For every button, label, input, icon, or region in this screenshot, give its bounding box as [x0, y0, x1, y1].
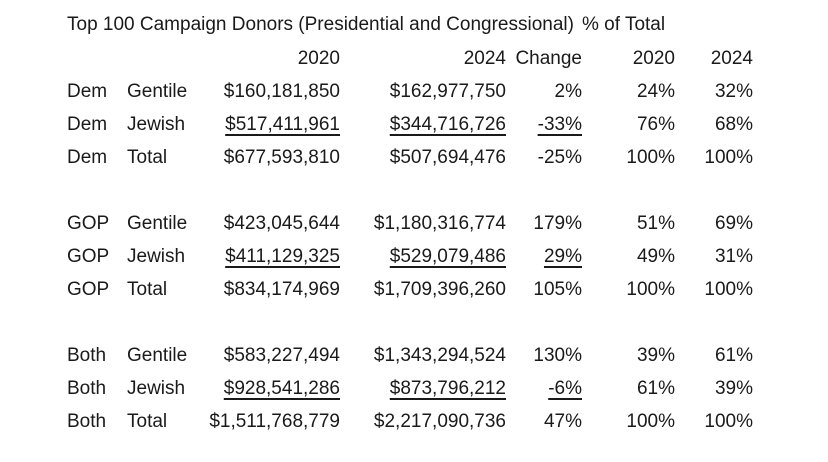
cell-amount-2024: $529,079,486: [389, 245, 506, 267]
cell-change: 29%: [543, 245, 582, 267]
cell-pct-2020: 51%: [636, 212, 675, 234]
header-change: Change: [515, 47, 582, 69]
cell-party: Both: [67, 344, 107, 366]
cell-change: -33%: [537, 113, 582, 135]
cell-change: 2%: [554, 80, 582, 102]
cell-amount-2020: $583,227,494: [223, 344, 340, 366]
cell-party: GOP: [67, 245, 110, 267]
cell-pct-2024: 69%: [714, 212, 753, 234]
cell-amount-2024: $162,977,750: [389, 80, 506, 102]
table-row: Dem Gentile $160,181,850 $162,977,750 2%…: [67, 75, 753, 108]
cell-group: Gentile: [127, 344, 188, 366]
cell-amount-2020: $834,174,969: [223, 278, 340, 300]
cell-pct-2024: 32%: [714, 80, 753, 102]
cell-party: Dem: [67, 80, 108, 102]
cell-change: -25%: [537, 146, 582, 168]
spacer-cell: [67, 306, 753, 339]
cell-pct-2020: 61%: [636, 377, 675, 399]
cell-pct-2024: 68%: [714, 113, 753, 135]
cell-party: Both: [67, 410, 107, 432]
cell-group: Total: [127, 146, 168, 168]
cell-group: Jewish: [127, 245, 186, 267]
header-group-blank: [127, 42, 193, 75]
cell-pct-2020: 76%: [636, 113, 675, 135]
table-title: Top 100 Campaign Donors (Presidential an…: [67, 14, 574, 35]
cell-pct-2024: 100%: [704, 146, 753, 168]
cell-group: Jewish: [127, 113, 186, 135]
cell-amount-2020: $928,541,286: [223, 377, 340, 399]
cell-pct-2020: 100%: [626, 410, 675, 432]
table-row: GOP Total $834,174,969 $1,709,396,260 10…: [67, 273, 753, 306]
pct-of-total-header: % of Total: [582, 14, 666, 35]
cell-amount-2024: $2,217,090,736: [373, 410, 506, 432]
cell-amount-2020: $517,411,961: [225, 113, 340, 135]
cell-amount-2024: $1,343,294,524: [373, 344, 506, 366]
table-row: GOP Gentile $423,045,644 $1,180,316,774 …: [67, 207, 753, 240]
header-pct-2024: 2024: [710, 47, 753, 69]
cell-pct-2024: 31%: [714, 245, 753, 267]
table-row: Both Jewish $928,541,286 $873,796,212 -6…: [67, 372, 753, 405]
cell-amount-2020: $1,511,768,779: [209, 410, 340, 432]
table-row: GOP Jewish $411,129,325 $529,079,486 29%…: [67, 240, 753, 273]
spacer-row: [67, 306, 753, 339]
cell-party: GOP: [67, 278, 110, 300]
header-amount-2020: 2020: [297, 47, 340, 69]
cell-amount-2024: $507,694,476: [389, 146, 506, 168]
cell-group: Total: [127, 278, 168, 300]
cell-group: Jewish: [127, 377, 186, 399]
cell-change: 130%: [533, 344, 582, 366]
title-row: Top 100 Campaign Donors (Presidential an…: [67, 8, 753, 42]
cell-pct-2020: 49%: [636, 245, 675, 267]
cell-amount-2020: $677,593,810: [223, 146, 340, 168]
header-pct-2020: 2020: [632, 47, 675, 69]
cell-party: Dem: [67, 146, 108, 168]
spacer-row: [67, 174, 753, 207]
cell-change: 105%: [533, 278, 582, 300]
cell-amount-2020: $423,045,644: [223, 212, 340, 234]
cell-party: Dem: [67, 113, 108, 135]
table-row: Dem Total $677,593,810 $507,694,476 -25%…: [67, 141, 753, 174]
cell-change: 47%: [543, 410, 582, 432]
cell-pct-2024: 100%: [704, 278, 753, 300]
cell-amount-2020: $411,129,325: [225, 245, 340, 267]
cell-pct-2024: 39%: [714, 377, 753, 399]
cell-change: -6%: [548, 377, 582, 399]
cell-group: Gentile: [127, 212, 188, 234]
cell-pct-2024: 100%: [704, 410, 753, 432]
table-row: Both Total $1,511,768,779 $2,217,090,736…: [67, 405, 753, 438]
header-amount-2024: 2024: [463, 47, 506, 69]
cell-amount-2024: $344,716,726: [389, 113, 506, 135]
cell-amount-2020: $160,181,850: [223, 80, 340, 102]
cell-party: Both: [67, 377, 107, 399]
spacer-cell: [67, 174, 753, 207]
table-row: Dem Jewish $517,411,961 $344,716,726 -33…: [67, 108, 753, 141]
cell-group: Gentile: [127, 80, 188, 102]
cell-amount-2024: $873,796,212: [389, 377, 506, 399]
cell-party: GOP: [67, 212, 110, 234]
cell-group: Total: [127, 410, 168, 432]
cell-change: 179%: [533, 212, 582, 234]
cell-amount-2024: $1,709,396,260: [373, 278, 506, 300]
cell-amount-2024: $1,180,316,774: [373, 212, 506, 234]
cell-pct-2020: 24%: [636, 80, 675, 102]
header-party-blank: [67, 42, 127, 75]
donor-table: Top 100 Campaign Donors (Presidential an…: [67, 8, 753, 438]
column-header-row: 2020 2024 Change 2020 2024: [67, 42, 753, 75]
table-row: Both Gentile $583,227,494 $1,343,294,524…: [67, 339, 753, 372]
cell-pct-2020: 39%: [636, 344, 675, 366]
cell-pct-2024: 61%: [714, 344, 753, 366]
cell-pct-2020: 100%: [626, 146, 675, 168]
cell-pct-2020: 100%: [626, 278, 675, 300]
